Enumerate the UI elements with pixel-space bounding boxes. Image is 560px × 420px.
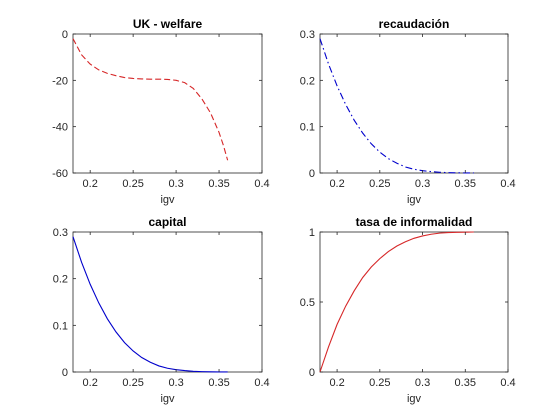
- y-tick-label: -60: [52, 168, 68, 180]
- y-tick-label: 0: [62, 367, 68, 379]
- x-tick-label: 0.25: [369, 178, 390, 190]
- x-axis-label: igv: [160, 393, 175, 405]
- x-tick-label: 0.4: [500, 178, 515, 190]
- x-tick-label: 0.35: [455, 178, 476, 190]
- x-tick-label: 0.3: [168, 178, 183, 190]
- y-tick-label: 0: [309, 367, 315, 379]
- x-tick-label: 0.2: [83, 178, 98, 190]
- chart-title: capital: [148, 215, 186, 229]
- axes-box: [319, 231, 509, 373]
- x-tick-label: 0.25: [369, 377, 390, 389]
- x-tick-label: 0.25: [122, 178, 143, 190]
- x-tick-label: 0.35: [455, 377, 476, 389]
- y-tick-label: 1: [309, 227, 315, 239]
- subplot-4: 0.2 0.25 0.3 0.35 0.4 0 0.5 1 tasa de informalid…: [300, 215, 516, 405]
- y-tick-label: 0.3: [53, 227, 68, 239]
- chart-title: tasa de informalidad: [356, 215, 473, 229]
- subplot-1: 0.2 0.25 0.3 0.35 0.4 -60 -40 -20 0 UK - welfare i…: [52, 17, 270, 206]
- series-line-1: [72, 236, 228, 373]
- x-tick-label: 0.3: [415, 377, 430, 389]
- axes-box: [319, 33, 509, 174]
- y-tick-label: 0: [62, 29, 68, 41]
- x-tick-label: 0.2: [329, 377, 344, 389]
- x-tick-label: 0.4: [254, 178, 269, 190]
- y-tick-label: -20: [52, 75, 68, 87]
- y-tick-label: 0.1: [53, 320, 68, 332]
- subplot-3: 0.2 0.25 0.3 0.35 0.4 0 0.1 0.2 0.3 capital igv: [53, 215, 270, 405]
- series-line-1: [72, 38, 229, 161]
- x-axis-label: igv: [407, 194, 422, 206]
- axes-box: [72, 33, 263, 174]
- axes-box: [72, 231, 263, 373]
- y-tick-label: 0.2: [300, 75, 315, 87]
- x-tick-label: 0.3: [168, 377, 183, 389]
- y-tick-label: 0.5: [300, 297, 315, 309]
- x-tick-label: 0.2: [83, 377, 98, 389]
- x-tick-label: 0.4: [254, 377, 269, 389]
- chart-title: UK - welfare: [133, 17, 203, 31]
- y-tick-label: 0.1: [300, 122, 315, 134]
- subplots: 0.2 0.25 0.3 0.35 0.4 -60 -40 -20 0 UK - welfare i…: [52, 17, 516, 405]
- y-tick-label: 0.3: [300, 29, 315, 41]
- x-tick-label: 0.35: [208, 178, 229, 190]
- series-line-1: [319, 231, 474, 373]
- y-tick-label: 0: [309, 168, 315, 180]
- y-tick-label: -40: [52, 122, 68, 134]
- y-tick-label: 0.2: [53, 274, 68, 286]
- series-line-1: [319, 38, 474, 174]
- x-tick-label: 0.2: [329, 178, 344, 190]
- x-tick-label: 0.3: [415, 178, 430, 190]
- x-axis-label: igv: [160, 194, 175, 206]
- subplot-2: 0.2 0.25 0.3 0.35 0.4 0 0.1 0.2 0.3 recaudación ig…: [300, 17, 516, 206]
- chart-title: recaudación: [379, 17, 450, 31]
- x-tick-label: 0.4: [500, 377, 515, 389]
- x-tick-label: 0.35: [208, 377, 229, 389]
- x-axis-label: igv: [407, 393, 422, 405]
- x-tick-label: 0.25: [122, 377, 143, 389]
